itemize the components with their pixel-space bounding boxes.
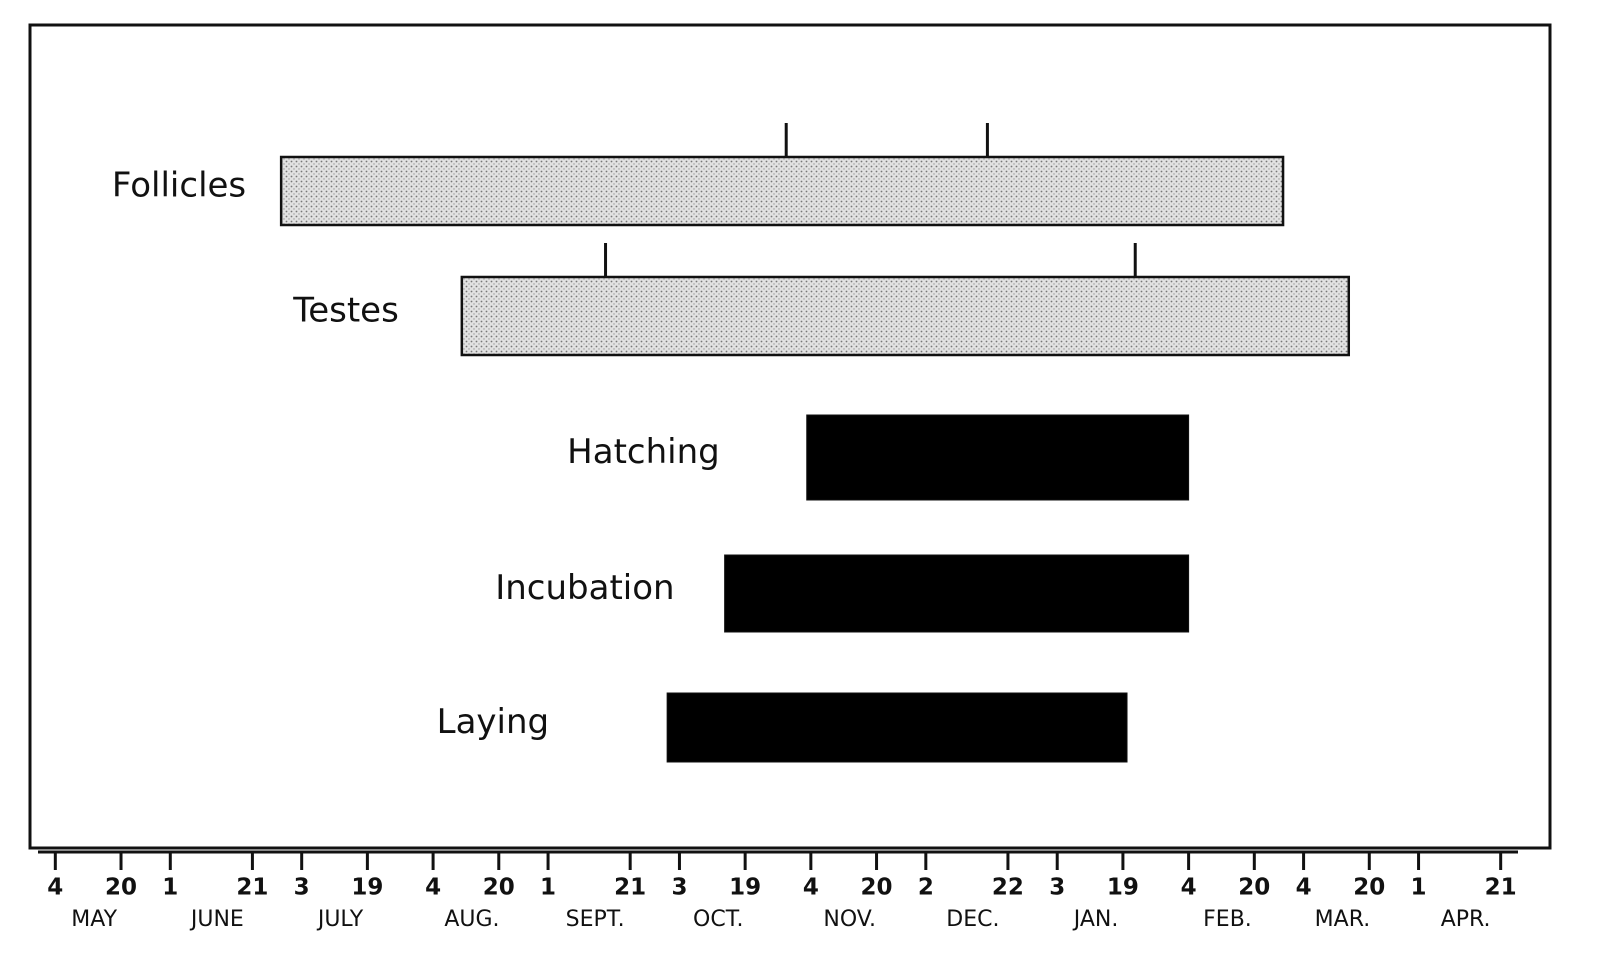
month-label: MAR.: [1315, 907, 1371, 932]
month-label: MAY: [71, 907, 117, 932]
x-tick-label: 21: [614, 875, 646, 901]
month-label: JULY: [316, 907, 364, 932]
x-tick-label: 4: [1296, 875, 1312, 901]
x-tick-label: 19: [729, 875, 761, 901]
x-tick-label: 1: [1411, 875, 1427, 901]
month-label: APR.: [1441, 907, 1491, 932]
x-tick-label: 4: [47, 875, 63, 901]
x-tick-label: 2: [918, 875, 934, 901]
bar: [806, 414, 1190, 501]
bar: [279, 155, 1285, 227]
month-label: JUNE: [189, 907, 244, 932]
month-label: DEC.: [946, 907, 999, 932]
x-tick-label: 4: [1181, 875, 1197, 901]
bar: [724, 554, 1190, 633]
x-tick-label: 20: [483, 875, 515, 901]
month-label: AUG.: [444, 907, 499, 932]
frame: [28, 23, 1552, 850]
x-tick-label: 19: [1107, 875, 1139, 901]
bar: [460, 275, 1351, 357]
x-tick-label: 20: [1353, 875, 1385, 901]
x-tick-label: 3: [671, 875, 687, 901]
month-label: NOV.: [823, 907, 876, 932]
month-label: FEB.: [1203, 907, 1252, 932]
row-label: Testes: [292, 291, 399, 331]
month-label: SEPT.: [566, 907, 625, 932]
row-label: Laying: [437, 702, 549, 742]
x-tick-label: 3: [294, 875, 310, 901]
x-tick-label: 1: [162, 875, 178, 901]
x-tick-label: 4: [803, 875, 819, 901]
x-tick-label: 21: [236, 875, 268, 901]
x-tick-label: 20: [105, 875, 137, 901]
x-tick-label: 4: [425, 875, 441, 901]
x-tick-label: 20: [861, 875, 893, 901]
x-tick-label: 3: [1049, 875, 1065, 901]
row-label: Incubation: [495, 568, 674, 608]
month-label: JAN.: [1072, 907, 1119, 932]
x-tick-label: 20: [1238, 875, 1270, 901]
x-tick-label: 1: [540, 875, 556, 901]
row-label: Follicles: [112, 166, 246, 206]
row-label: Hatching: [567, 432, 720, 472]
month-label: OCT.: [693, 907, 744, 932]
bar: [666, 692, 1128, 763]
x-tick-label: 22: [992, 875, 1024, 901]
x-tick-label: 21: [1485, 875, 1517, 901]
x-tick-label: 19: [351, 875, 383, 901]
